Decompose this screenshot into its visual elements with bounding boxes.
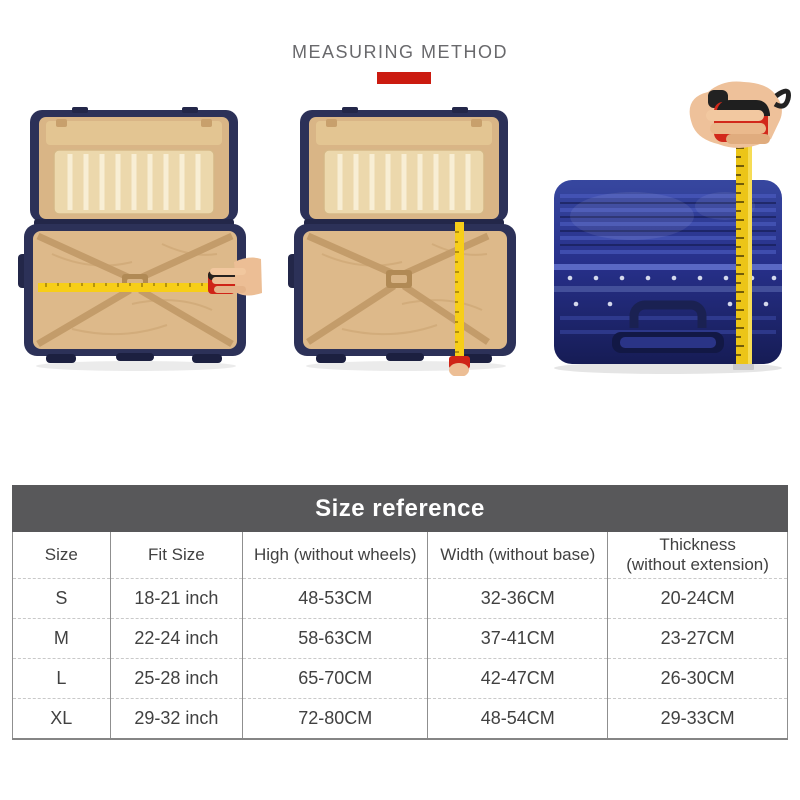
shadow xyxy=(554,362,782,374)
finger xyxy=(710,123,766,134)
cell-size: XL xyxy=(12,698,111,739)
hand xyxy=(210,257,262,296)
lining-creases xyxy=(51,243,218,336)
table-row-xl: XL 29-32 inch 72-80CM 48-54CM 29-33CM xyxy=(12,698,788,739)
foot xyxy=(192,354,222,363)
bottom-handle xyxy=(386,353,424,361)
carry-handle xyxy=(629,300,707,328)
open-suitcase-illustration xyxy=(288,107,516,363)
suitcase-lid xyxy=(30,107,238,222)
table-row-m: M 22-24 inch 58-63CM 37-41CM 23-27CM xyxy=(12,618,788,659)
tape-measure xyxy=(449,222,470,376)
lid-rib-stripes xyxy=(67,154,201,210)
cell-high: 48-53CM xyxy=(242,578,428,619)
cell-thickness: 23-27CM xyxy=(607,618,788,659)
cell-width: 32-36CM xyxy=(427,578,608,619)
cell-high: 58-63CM xyxy=(242,618,428,659)
frame-rail-upper xyxy=(554,264,782,270)
cell-fit: 22-24 inch xyxy=(109,618,243,659)
bottom-handle xyxy=(116,353,154,361)
cell-high: 65-70CM xyxy=(242,658,428,699)
size-table: Size Fit Size High (without wheels) Widt… xyxy=(12,532,788,740)
cell-size: L xyxy=(12,658,111,699)
title-accent-bar xyxy=(377,72,431,84)
table-header-row: Size Fit Size High (without wheels) Widt… xyxy=(12,532,788,579)
page-title: MEASURING METHOD xyxy=(291,42,508,62)
cell-width: 42-47CM xyxy=(427,658,608,699)
cell-fit: 25-28 inch xyxy=(109,658,243,699)
cell-width: 48-54CM xyxy=(427,698,608,739)
suitcase-lid xyxy=(300,107,508,222)
tape-measure xyxy=(38,257,262,296)
tape-ticks xyxy=(736,147,744,356)
size-table-title: Size reference xyxy=(12,485,788,532)
cell-fit: 18-21 inch xyxy=(109,578,243,619)
col-header-thickness: Thickness (without extension) xyxy=(607,532,788,579)
cell-size: M xyxy=(12,618,111,659)
cell-thickness: 20-24CM xyxy=(607,578,788,619)
finger xyxy=(706,110,764,121)
col-header-fit-size: Fit Size xyxy=(109,532,243,579)
cell-fit: 29-32 inch xyxy=(109,698,243,739)
size-reference-section: Size reference Size Fit Size High (witho… xyxy=(12,485,788,740)
suitcase-base xyxy=(288,224,516,356)
photo-closed-suitcase-height-measure xyxy=(554,81,791,374)
table-row-l: L 25-28 inch 65-70CM 42-47CM 26-30CM xyxy=(12,658,788,699)
specular-highlight xyxy=(570,192,694,240)
hand xyxy=(689,81,791,148)
shadow xyxy=(36,361,236,371)
tape-end-hook xyxy=(733,364,754,370)
tape-strap-loop xyxy=(773,88,791,109)
lining-creases xyxy=(321,243,488,336)
foot xyxy=(316,354,346,363)
thumb xyxy=(449,363,469,376)
lid-rib-stripes xyxy=(337,154,471,210)
cell-width: 37-41CM xyxy=(427,618,608,659)
frame-rail-lower xyxy=(554,286,782,292)
cell-thickness: 29-33CM xyxy=(607,698,788,739)
shell-ribs-top xyxy=(560,194,776,254)
header: MEASURING METHOD xyxy=(0,42,800,84)
open-suitcase-illustration xyxy=(18,107,246,363)
tape-ticks xyxy=(45,283,203,287)
table-row-s: S 18-21 inch 48-53CM 32-36CM 20-24CM xyxy=(13,578,788,619)
foot xyxy=(46,354,76,363)
tape-ticks xyxy=(455,231,459,353)
photo-open-suitcase-depth-measure xyxy=(288,107,516,376)
cross-straps xyxy=(306,232,490,345)
col-header-size: Size xyxy=(12,532,111,579)
cross-straps xyxy=(36,232,234,348)
col-header-width: Width (without base) xyxy=(427,532,608,579)
photo-open-suitcase-width-measure xyxy=(18,107,262,371)
cell-size: S xyxy=(55,588,68,608)
cell-high: 72-80CM xyxy=(242,698,428,739)
finger xyxy=(726,134,770,144)
tape-measure-strip xyxy=(733,136,754,370)
cell-thickness: 26-30CM xyxy=(607,658,788,699)
closed-suitcase-illustration xyxy=(554,180,782,364)
col-header-high: High (without wheels) xyxy=(242,532,428,579)
